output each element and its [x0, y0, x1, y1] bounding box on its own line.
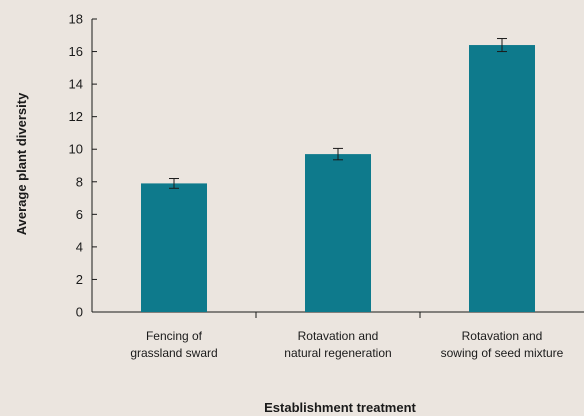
category-labels: Fencing of grassland sward Rotavation and n… — [130, 329, 563, 360]
x-tick-label: Rotavation and sowing of seed mixture — [441, 329, 564, 360]
bars — [141, 45, 535, 313]
x-axis — [92, 311, 584, 318]
bar — [305, 154, 371, 312]
x-tick-label: Rotavation and natural regeneration — [284, 329, 391, 360]
y-tick-label: 14 — [69, 77, 83, 92]
y-axis-title: Average plant diversity — [14, 92, 29, 235]
y-tick-label: 8 — [76, 174, 83, 189]
error-bars — [169, 38, 507, 189]
bar — [141, 183, 207, 312]
y-tick-label: 4 — [76, 239, 83, 254]
y-tick-label: 18 — [69, 12, 83, 27]
x-axis-title: Establishment treatment — [264, 400, 416, 415]
y-tick-label: 6 — [76, 207, 83, 222]
y-tick-label: 2 — [76, 272, 83, 287]
bar — [469, 45, 535, 313]
x-tick-label: Fencing of grassland sward — [130, 329, 217, 360]
y-tick-label: 10 — [69, 142, 83, 157]
y-axis: 0 2 4 6 8 10 12 14 16 18 — [69, 12, 97, 320]
y-tick-label: 16 — [69, 44, 83, 59]
y-tick-label: 0 — [76, 305, 83, 320]
y-tick-label: 12 — [69, 109, 83, 124]
